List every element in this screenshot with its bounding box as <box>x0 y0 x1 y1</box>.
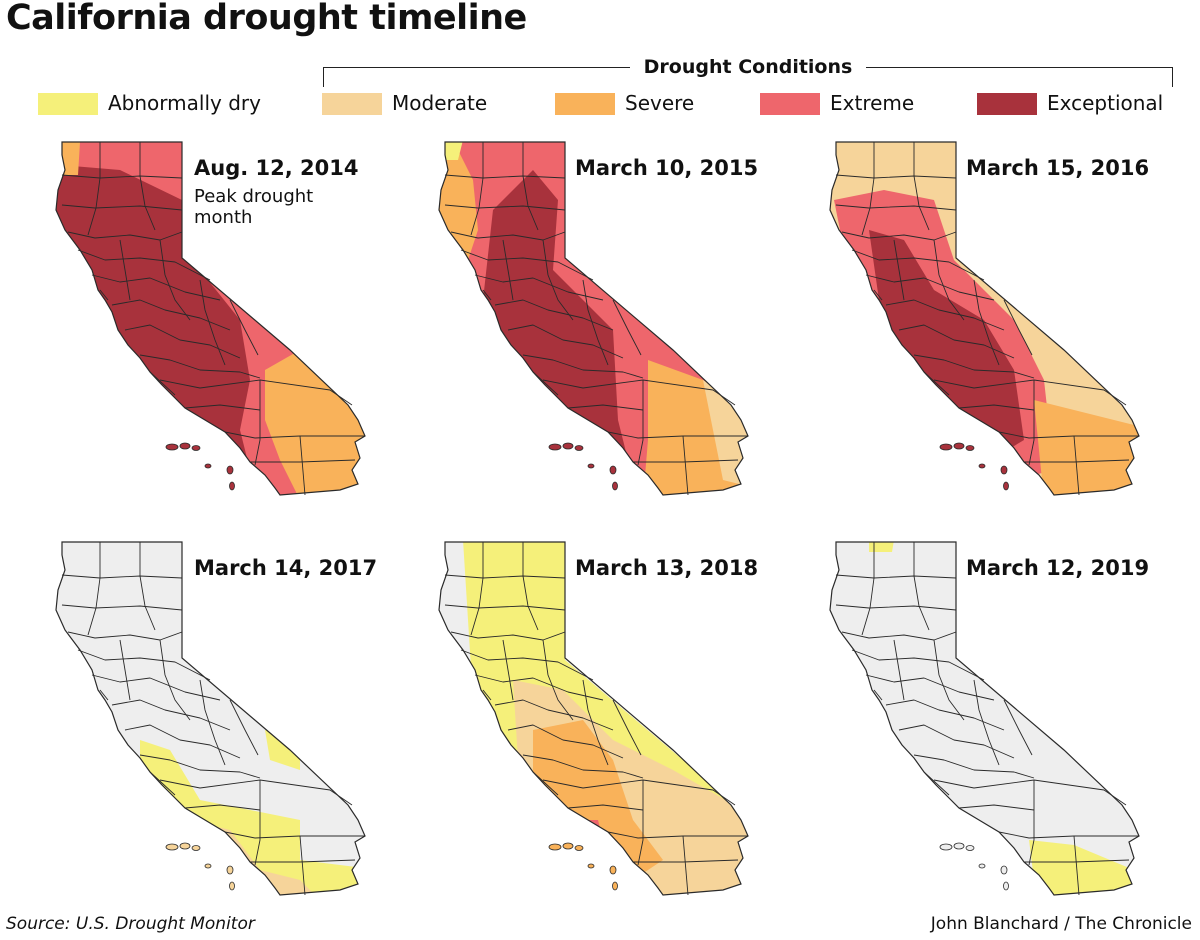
legend-label: Moderate <box>392 91 488 115</box>
legend-swatch <box>977 93 1037 115</box>
california-map <box>829 541 1140 896</box>
map-panel-2014: Aug. 12, 2014 Peak drought month <box>0 0 400 496</box>
region-moderate <box>703 380 748 490</box>
map-date: Aug. 12, 2014 <box>194 156 359 180</box>
region-abnormally-dry <box>869 542 894 552</box>
region-abnormally-dry <box>830 142 834 380</box>
map-panel-2019: March 12, 2019 <box>774 400 1174 896</box>
map-date: March 14, 2017 <box>194 556 378 580</box>
legend-swatch <box>322 93 382 115</box>
region-abnormally-dry <box>1029 840 1134 895</box>
map-date: March 13, 2018 <box>575 556 759 580</box>
map-panel-2016: March 15, 2016 <box>774 0 1174 496</box>
legend-label: Abnormally dry <box>108 91 261 115</box>
map-note: Peak drought month <box>194 186 314 228</box>
map-date: March 12, 2019 <box>966 556 1150 580</box>
legend-swatch <box>555 93 615 115</box>
region-none <box>830 542 1139 895</box>
region-severe <box>533 720 663 880</box>
legend-heading: Drought Conditions <box>0 56 1200 78</box>
california-map <box>438 541 749 896</box>
legend-label: Severe <box>625 91 695 115</box>
legend-swatch <box>760 93 820 115</box>
region-severe <box>56 142 80 175</box>
california-map <box>829 141 1140 496</box>
legend-label: Exceptional <box>1047 91 1164 115</box>
map-date: March 10, 2015 <box>575 156 759 180</box>
source-note: Source: U.S. Drought Monitor <box>6 914 255 934</box>
legend-label: Extreme <box>830 91 915 115</box>
page-title: California drought timeline <box>6 0 527 38</box>
map-date: March 15, 2016 <box>966 156 1150 180</box>
map-panel-2018: March 13, 2018 <box>383 400 783 896</box>
region-abnormally-dry <box>443 142 463 160</box>
california-map <box>55 541 366 896</box>
map-panel-2017: March 14, 2017 <box>0 400 400 896</box>
region-none <box>56 542 365 895</box>
region-exceptional <box>869 230 1024 470</box>
california-map <box>438 141 749 496</box>
region-severe <box>265 350 365 495</box>
california-map <box>55 141 366 496</box>
region-severe <box>1034 400 1139 495</box>
legend-swatch <box>38 93 98 115</box>
map-panel-2015: March 10, 2015 <box>383 0 783 496</box>
credit-line: John Blanchard / The Chronicle <box>930 914 1192 934</box>
